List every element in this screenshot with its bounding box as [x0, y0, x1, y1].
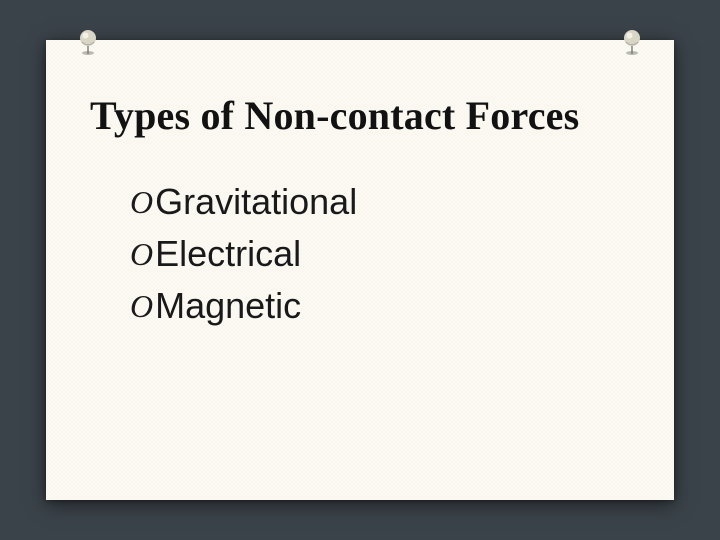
list-item: O Magnetic: [130, 285, 630, 327]
pushpin-icon: [74, 28, 102, 56]
bullet-icon: O: [130, 290, 153, 322]
list-item-label: Electrical: [155, 233, 301, 275]
list-item-label: Gravitational: [155, 181, 357, 223]
bullet-icon: O: [130, 238, 153, 270]
bullet-icon: O: [130, 186, 153, 218]
list-item: O Gravitational: [130, 181, 630, 223]
slide-title: Types of Non-contact Forces: [90, 92, 630, 139]
slide-container: Types of Non-contact Forces O Gravitatio…: [46, 40, 674, 500]
pushpin-icon: [618, 28, 646, 56]
list-item-label: Magnetic: [155, 285, 301, 327]
paper-slide: Types of Non-contact Forces O Gravitatio…: [46, 40, 674, 500]
list-item: O Electrical: [130, 233, 630, 275]
bullet-list: O Gravitational O Electrical O Magnetic: [90, 181, 630, 327]
